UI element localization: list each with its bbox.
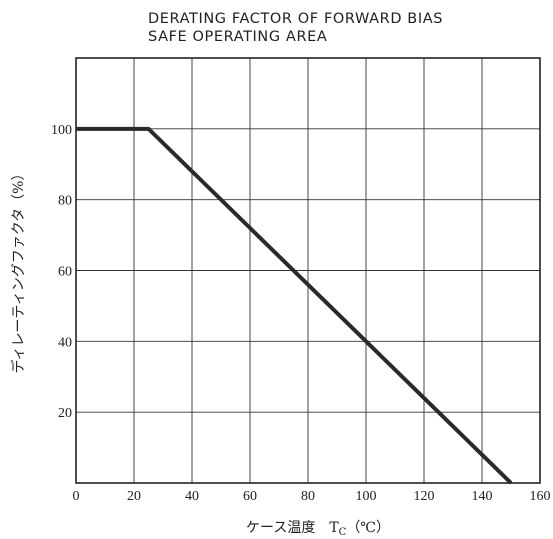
y-tick-label: 80 <box>58 194 72 209</box>
x-tick-label: 60 <box>243 489 257 504</box>
x-axis-label-subscript: C <box>339 527 347 538</box>
x-tick-label: 20 <box>127 489 141 504</box>
x-axis-label-unit: （℃） <box>346 520 390 536</box>
series-group <box>76 126 513 485</box>
x-tick-label: 120 <box>414 489 435 504</box>
x-tick-label: 0 <box>73 489 80 504</box>
chart-title-line-2: SAFE OPERATING AREA <box>148 29 327 45</box>
plot-frame <box>75 57 541 484</box>
x-tick-label: 80 <box>301 489 315 504</box>
x-tick-label: 100 <box>356 489 377 504</box>
y-tick-label: 100 <box>51 123 72 138</box>
x-tick-label: 140 <box>472 489 493 504</box>
y-tick-labels: 20 40 60 80 100 <box>51 123 72 421</box>
x-tick-labels: 0 20 40 60 80 100 120 140 160 <box>73 489 551 504</box>
y-tick-label: 60 <box>58 265 72 280</box>
x-axis-label: ケース温度 TC（℃） <box>246 520 390 538</box>
y-tick-label: 40 <box>58 335 72 350</box>
series-line-0 <box>76 126 513 485</box>
y-tick-label: 20 <box>58 406 72 421</box>
y-axis-label: ディレーティングファクタ（%） <box>10 167 27 374</box>
grid <box>76 57 540 483</box>
chart-title-line-1: DERATING FACTOR OF FORWARD BIAS <box>148 11 443 27</box>
x-tick-label: 160 <box>530 489 551 504</box>
x-axis-label-main: ケース温度 T <box>246 520 339 536</box>
x-tick-label: 40 <box>185 489 199 504</box>
